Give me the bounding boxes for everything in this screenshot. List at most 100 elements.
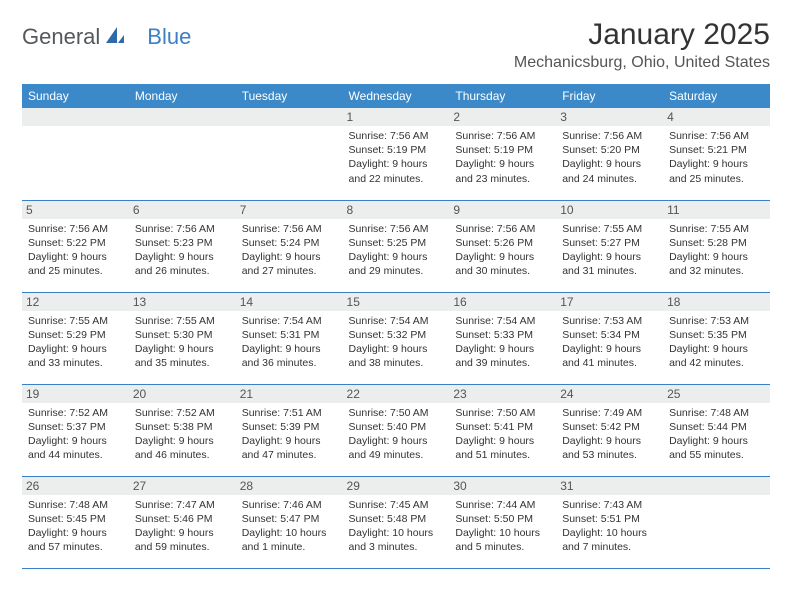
day-cell: 10Sunrise: 7:55 AMSunset: 5:27 PMDayligh… [556,200,663,292]
day-info: Sunrise: 7:54 AMSunset: 5:32 PMDaylight:… [349,314,444,371]
location: Mechanicsburg, Ohio, United States [514,54,770,72]
day-cell [236,108,343,200]
day-cell: 5 Sunrise: 7:56 AMSunset: 5:22 PMDaylight… [22,200,129,292]
day-number: 29 [343,477,450,495]
logo: General Blue [22,18,191,50]
day-cell: 2Sunrise: 7:56 AMSunset: 5:19 PMDaylight… [449,108,556,200]
day-number-empty [22,108,129,126]
day-number: 26 [22,477,129,495]
day-info: Sunrise: 7:49 AMSunset: 5:42 PMDaylight:… [562,406,657,463]
day-info: Sunrise: 7:56 AMSunset: 5:25 PMDaylight:… [349,222,444,279]
day-info: Sunrise: 7:54 AMSunset: 5:33 PMDaylight:… [455,314,550,371]
day-info: Sunrise: 7:56 AMSunset: 5:24 PMDaylight:… [242,222,337,279]
week-row: 5 Sunrise: 7:56 AMSunset: 5:22 PMDaylight… [22,200,770,292]
day-cell: 6 Sunrise: 7:56 AMSunset: 5:23 PMDaylight… [129,200,236,292]
day-info: Sunrise: 7:46 AMSunset: 5:47 PMDaylight:… [242,498,337,555]
week-row: 12 Sunrise: 7:55 AMSunset: 5:29 PMDayligh… [22,292,770,384]
day-number: 5 [22,201,129,219]
day-info: Sunrise: 7:55 AMSunset: 5:29 PMDaylight:… [28,314,123,371]
day-number: 2 [449,108,556,126]
day-info: Sunrise: 7:48 AMSunset: 5:45 PMDaylight:… [28,498,123,555]
day-number: 14 [236,293,343,311]
day-cell: 7 Sunrise: 7:56 AMSunset: 5:24 PMDaylight… [236,200,343,292]
day-number: 3 [556,108,663,126]
logo-sail-icon [105,26,125,49]
header: General Blue January 2025 Mechanicsburg,… [22,18,770,72]
day-number: 15 [343,293,450,311]
day-header: Saturday [663,84,770,108]
day-cell: 4Sunrise: 7:56 AMSunset: 5:21 PMDaylight… [663,108,770,200]
day-header: Monday [129,84,236,108]
day-number-empty [129,108,236,126]
day-info: Sunrise: 7:51 AMSunset: 5:39 PMDaylight:… [242,406,337,463]
day-number: 21 [236,385,343,403]
day-number: 30 [449,477,556,495]
day-info: Sunrise: 7:55 AMSunset: 5:27 PMDaylight:… [562,222,657,279]
day-info: Sunrise: 7:45 AMSunset: 5:48 PMDaylight:… [349,498,444,555]
day-info: Sunrise: 7:44 AMSunset: 5:50 PMDaylight:… [455,498,550,555]
day-number-empty [236,108,343,126]
day-number: 25 [663,385,770,403]
day-info: Sunrise: 7:54 AMSunset: 5:31 PMDaylight:… [242,314,337,371]
day-cell: 23 Sunrise: 7:50 AMSunset: 5:41 PMDayligh… [449,384,556,476]
day-number: 18 [663,293,770,311]
day-info: Sunrise: 7:56 AMSunset: 5:21 PMDaylight:… [669,129,764,186]
day-cell: 3 Sunrise: 7:56 AMSunset: 5:20 PMDaylight… [556,108,663,200]
day-info: Sunrise: 7:52 AMSunset: 5:37 PMDaylight:… [28,406,123,463]
logo-word2: Blue [147,24,191,50]
day-number: 20 [129,385,236,403]
week-row: 1 Sunrise: 7:56 AMSunset: 5:19 PMDaylight… [22,108,770,200]
day-number: 16 [449,293,556,311]
day-cell: 19Sunrise: 7:52 AMSunset: 5:37 PMDayligh… [22,384,129,476]
day-number: 28 [236,477,343,495]
week-row: 19Sunrise: 7:52 AMSunset: 5:37 PMDayligh… [22,384,770,476]
day-info: Sunrise: 7:56 AMSunset: 5:22 PMDaylight:… [28,222,123,279]
day-number: 9 [449,201,556,219]
day-info: Sunrise: 7:55 AMSunset: 5:30 PMDaylight:… [135,314,230,371]
day-number: 24 [556,385,663,403]
day-cell: 26 Sunrise: 7:48 AMSunset: 5:45 PMDayligh… [22,476,129,568]
day-info: Sunrise: 7:56 AMSunset: 5:23 PMDaylight:… [135,222,230,279]
day-cell: 24 Sunrise: 7:49 AMSunset: 5:42 PMDayligh… [556,384,663,476]
day-cell [129,108,236,200]
day-cell [22,108,129,200]
day-number: 12 [22,293,129,311]
day-header: Sunday [22,84,129,108]
day-cell: 25Sunrise: 7:48 AMSunset: 5:44 PMDayligh… [663,384,770,476]
day-info: Sunrise: 7:43 AMSunset: 5:51 PMDaylight:… [562,498,657,555]
day-number: 27 [129,477,236,495]
calendar-table: SundayMondayTuesdayWednesdayThursdayFrid… [22,84,770,569]
day-info: Sunrise: 7:53 AMSunset: 5:35 PMDaylight:… [669,314,764,371]
month-title: January 2025 [514,18,770,52]
day-header: Tuesday [236,84,343,108]
day-cell [663,476,770,568]
day-info: Sunrise: 7:53 AMSunset: 5:34 PMDaylight:… [562,314,657,371]
day-cell: 16 Sunrise: 7:54 AMSunset: 5:33 PMDayligh… [449,292,556,384]
calendar-body: 1 Sunrise: 7:56 AMSunset: 5:19 PMDaylight… [22,108,770,568]
day-info: Sunrise: 7:50 AMSunset: 5:41 PMDaylight:… [455,406,550,463]
day-cell: 20 Sunrise: 7:52 AMSunset: 5:38 PMDayligh… [129,384,236,476]
day-number: 6 [129,201,236,219]
day-header: Wednesday [343,84,450,108]
day-number: 23 [449,385,556,403]
day-info: Sunrise: 7:55 AMSunset: 5:28 PMDaylight:… [669,222,764,279]
day-number: 13 [129,293,236,311]
day-number: 1 [343,108,450,126]
day-info: Sunrise: 7:56 AMSunset: 5:26 PMDaylight:… [455,222,550,279]
day-cell: 13 Sunrise: 7:55 AMSunset: 5:30 PMDayligh… [129,292,236,384]
day-info: Sunrise: 7:56 AMSunset: 5:19 PMDaylight:… [349,129,444,186]
day-info: Sunrise: 7:52 AMSunset: 5:38 PMDaylight:… [135,406,230,463]
day-header-row: SundayMondayTuesdayWednesdayThursdayFrid… [22,84,770,108]
day-cell: 17Sunrise: 7:53 AMSunset: 5:34 PMDayligh… [556,292,663,384]
day-cell: 1 Sunrise: 7:56 AMSunset: 5:19 PMDaylight… [343,108,450,200]
day-cell: 11 Sunrise: 7:55 AMSunset: 5:28 PMDayligh… [663,200,770,292]
day-number: 31 [556,477,663,495]
day-cell: 30 Sunrise: 7:44 AMSunset: 5:50 PMDayligh… [449,476,556,568]
day-cell: 8Sunrise: 7:56 AMSunset: 5:25 PMDaylight… [343,200,450,292]
day-header: Friday [556,84,663,108]
day-number: 11 [663,201,770,219]
day-info: Sunrise: 7:56 AMSunset: 5:20 PMDaylight:… [562,129,657,186]
day-cell: 27Sunrise: 7:47 AMSunset: 5:46 PMDayligh… [129,476,236,568]
day-cell: 14 Sunrise: 7:54 AMSunset: 5:31 PMDayligh… [236,292,343,384]
day-number: 7 [236,201,343,219]
